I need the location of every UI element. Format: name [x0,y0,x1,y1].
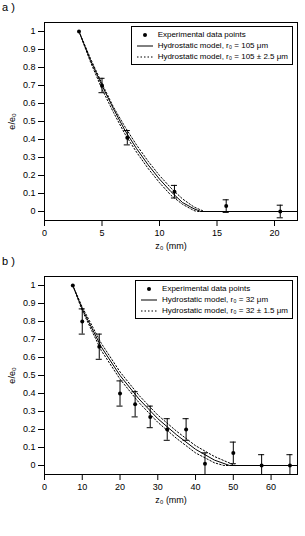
svg-text:0.5: 0.5 [23,370,36,380]
html-text:Experimental data points: Experimental data points [157,30,246,39]
svg-text:0.2: 0.2 [23,170,36,180]
svg-text:e/e₀: e/e₀ [7,367,17,384]
svg-text:10: 10 [77,482,87,492]
svg-text:0.1: 0.1 [23,442,36,452]
svg-text:0.9: 0.9 [23,44,36,54]
svg-text:0.2: 0.2 [23,424,36,434]
svg-text:0.7: 0.7 [23,334,36,344]
svg-text:0.7: 0.7 [23,80,36,90]
svg-text:5: 5 [99,228,104,238]
html-text:Experimental data points: Experimental data points [162,284,251,293]
svg-text:15: 15 [212,228,222,238]
svg-text:50: 50 [228,482,238,492]
svg-text:0.8: 0.8 [23,316,36,326]
svg-text:0.4: 0.4 [23,134,36,144]
svg-text:0: 0 [30,206,35,216]
svg-text:1: 1 [30,280,35,290]
svg-text:0.3: 0.3 [23,406,36,416]
svg-text:z₀ (mm): z₀ (mm) [155,495,187,505]
svg-text:0.8: 0.8 [23,62,36,72]
svg-text:60: 60 [266,482,276,492]
svg-text:z₀ (mm): z₀ (mm) [155,241,187,251]
svg-text:0.9: 0.9 [23,298,36,308]
svg-text:0: 0 [30,460,35,470]
svg-text:0.6: 0.6 [23,98,36,108]
svg-text:0.5: 0.5 [23,116,36,126]
svg-text:30: 30 [153,482,163,492]
svg-text:0: 0 [42,228,47,238]
svg-text:0.3: 0.3 [23,152,36,162]
svg-text:0.4: 0.4 [23,388,36,398]
svg-text:20: 20 [115,482,125,492]
html-text:b ): b ) [2,255,15,267]
svg-text:0.1: 0.1 [23,188,36,198]
html-text:Hydrostatic model, r₀ = 105 μm: Hydrostatic model, r₀ = 105 μm [157,41,268,50]
svg-text:20: 20 [269,228,279,238]
html-text:Hydrostatic model, r₀ = 105 ±: Hydrostatic model, r₀ = 105 ± 2.5 μm [157,52,288,61]
html-text:a ): a ) [2,1,15,13]
svg-text:1: 1 [30,26,35,36]
html-text:Hydrostatic model, r₀ = 32 μm: Hydrostatic model, r₀ = 32 μm [162,295,268,304]
svg-text:0.6: 0.6 [23,352,36,362]
html-text:Hydrostatic model, r₀ = 32 ± 1: Hydrostatic model, r₀ = 32 ± 1.5 μm [162,306,288,315]
svg-text:e/e₀: e/e₀ [7,113,17,130]
svg-text:40: 40 [191,482,201,492]
svg-text:0: 0 [42,482,47,492]
svg-text:10: 10 [154,228,164,238]
